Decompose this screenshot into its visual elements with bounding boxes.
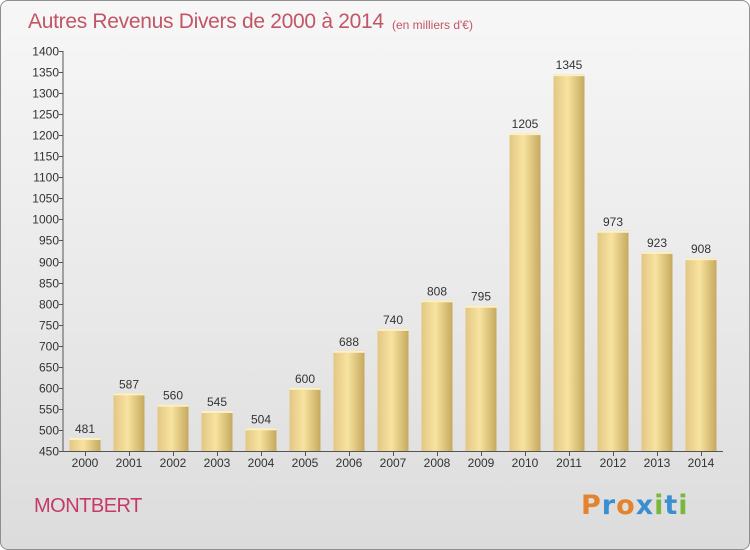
y-tick-label: 550 [39, 403, 59, 417]
bar-top-highlight [333, 350, 365, 353]
bar-top-highlight [465, 305, 497, 308]
data-label-2007: 740 [383, 313, 403, 327]
bar-top-highlight [113, 393, 145, 396]
bar-top-highlight [421, 300, 453, 303]
data-label-2008: 808 [427, 284, 447, 298]
y-tick-label: 1000 [32, 213, 59, 227]
bar-2014 [685, 258, 717, 451]
bar-2011 [553, 74, 585, 451]
data-label-2010: 1205 [512, 117, 539, 131]
x-tick-label: 2011 [556, 456, 582, 470]
bar-2010 [509, 133, 541, 451]
x-tick-label: 2002 [160, 456, 187, 470]
bar-2002 [157, 404, 189, 451]
x-tick-label: 2004 [248, 456, 275, 470]
x-tick-label: 2005 [292, 456, 319, 470]
bar-2007 [377, 328, 409, 451]
data-label-2000: 481 [75, 422, 95, 436]
data-label-2009: 795 [471, 290, 491, 304]
bar-2005 [289, 387, 321, 451]
y-tick-label: 850 [39, 277, 59, 291]
x-tick-label: 2000 [72, 456, 99, 470]
x-tick-label: 2014 [688, 456, 715, 470]
data-label-2004: 504 [251, 412, 271, 426]
bar-top-highlight [245, 428, 277, 431]
data-label-2013: 923 [647, 236, 667, 250]
bar-top-highlight [289, 387, 321, 390]
bar-2004 [245, 428, 277, 451]
data-label-2003: 545 [207, 395, 227, 409]
data-label-2002: 560 [163, 389, 183, 403]
x-tick-label: 2013 [644, 456, 671, 470]
logo-letter: x [635, 490, 655, 521]
chart-subtitle: (en milliers d'€) [392, 18, 473, 32]
y-tick-label: 1250 [32, 108, 59, 122]
bar-2013 [641, 251, 673, 451]
logo-letter: r [601, 490, 617, 521]
bar-2008 [421, 300, 453, 451]
x-tick-label: 2010 [512, 456, 539, 470]
y-tick-label: 650 [39, 361, 59, 375]
y-tick-label: 1350 [32, 66, 59, 80]
y-tick-label: 800 [39, 298, 59, 312]
logo-letter: P [581, 490, 602, 521]
bar-top-highlight [201, 411, 233, 413]
bar-top-highlight [377, 328, 409, 331]
logo-letter: o [616, 490, 636, 521]
bar-2012 [597, 230, 629, 451]
y-tick-label: 600 [39, 382, 59, 396]
x-tick-label: 2009 [468, 456, 495, 470]
bar-2001 [113, 393, 145, 451]
y-tick-label: 750 [39, 319, 59, 333]
data-label-2001: 587 [119, 377, 139, 391]
bar-top-highlight [685, 258, 717, 261]
bar-top-highlight [69, 437, 101, 440]
y-tick-label: 1400 [32, 45, 59, 59]
data-label-2005: 600 [295, 372, 315, 386]
bar-top-highlight [157, 404, 189, 407]
x-tick-label: 2006 [336, 456, 363, 470]
y-tick-label: 1300 [32, 87, 59, 101]
y-tick-label: 1200 [32, 129, 59, 143]
bar-2009 [465, 305, 497, 451]
logo-letter: i [654, 490, 665, 521]
commune-name: MONTBERT [34, 495, 142, 517]
data-label-2006: 688 [339, 335, 359, 349]
bar-top-highlight [509, 133, 541, 136]
y-tick-label: 1100 [33, 171, 59, 185]
x-tick-label: 2008 [424, 456, 451, 470]
y-tick-label: 900 [39, 256, 59, 270]
x-tick-label: 2012 [600, 456, 627, 470]
x-tick-label: 2001 [116, 456, 143, 470]
data-label-2012: 973 [603, 215, 623, 229]
y-tick-label: 450 [39, 445, 59, 459]
y-tick-label: 1150 [33, 150, 59, 164]
bar-2003 [201, 411, 233, 451]
y-tick-label: 1050 [32, 192, 59, 206]
y-tick-label: 700 [39, 340, 59, 354]
bar-2006 [333, 350, 365, 451]
logo-letter: i [678, 490, 689, 521]
bar-top-highlight [553, 74, 585, 77]
data-label-2011: 1345 [556, 58, 583, 72]
y-tick-label: 950 [39, 234, 59, 248]
bar-2000 [69, 437, 101, 451]
bar-top-highlight [597, 230, 629, 233]
x-tick-label: 2007 [380, 456, 407, 470]
x-tick-label: 2003 [204, 456, 231, 470]
y-tick-label: 500 [39, 424, 59, 438]
bar-series: 481 587 560 545 504 600 688 740 808 795 1205 1345 97… [69, 58, 717, 451]
data-label-2014: 908 [691, 242, 711, 256]
logo-letter: t [664, 490, 679, 521]
y-axis: 450 500 550 600 650 700 750 800 850 900 950 1000 105… [32, 45, 64, 459]
chart-title: Autres Revenus Divers de 2000 à 2014 [28, 10, 384, 33]
bar-top-highlight [641, 251, 673, 254]
proxiti-logo[interactable]: Proxiti [581, 490, 689, 521]
x-axis: 2000 2001 2002 2003 2004 2005 2006 2007 2008 2009… [63, 451, 723, 470]
